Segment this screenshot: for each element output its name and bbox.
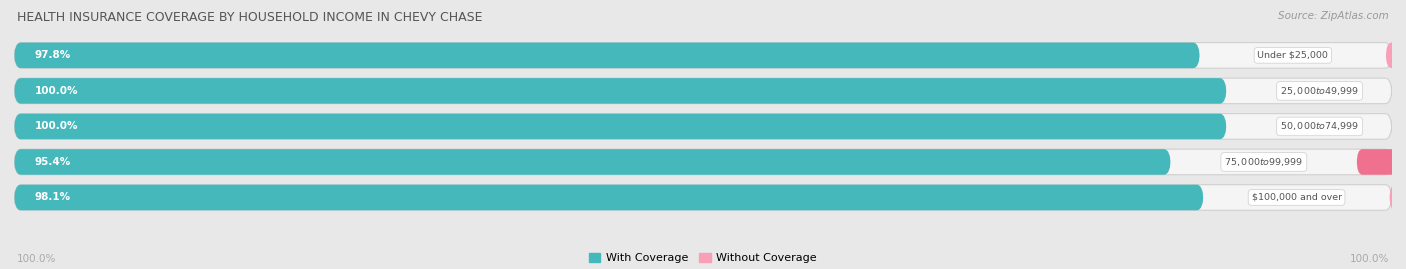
Text: $100,000 and over: $100,000 and over [1251,193,1341,202]
Text: 95.4%: 95.4% [35,157,70,167]
Text: 100.0%: 100.0% [1350,254,1389,264]
FancyBboxPatch shape [14,185,1204,210]
Text: $75,000 to $99,999: $75,000 to $99,999 [1225,156,1303,168]
FancyBboxPatch shape [14,114,1392,139]
Text: 100.0%: 100.0% [17,254,56,264]
Text: 98.1%: 98.1% [35,193,70,203]
FancyBboxPatch shape [14,114,1226,139]
Legend: With Coverage, Without Coverage: With Coverage, Without Coverage [585,248,821,268]
FancyBboxPatch shape [14,43,1392,68]
FancyBboxPatch shape [14,78,1392,104]
Text: $50,000 to $74,999: $50,000 to $74,999 [1279,121,1360,132]
Text: 100.0%: 100.0% [35,121,79,132]
FancyBboxPatch shape [14,185,1392,210]
Text: 97.8%: 97.8% [35,50,70,60]
Text: Under $25,000: Under $25,000 [1257,51,1329,60]
Text: Source: ZipAtlas.com: Source: ZipAtlas.com [1278,11,1389,21]
Text: 100.0%: 100.0% [35,86,79,96]
FancyBboxPatch shape [14,149,1392,175]
FancyBboxPatch shape [14,43,1199,68]
FancyBboxPatch shape [14,149,1171,175]
FancyBboxPatch shape [1386,43,1406,68]
FancyBboxPatch shape [1357,149,1406,175]
FancyBboxPatch shape [1389,185,1406,210]
FancyBboxPatch shape [14,78,1226,104]
Text: $25,000 to $49,999: $25,000 to $49,999 [1279,85,1360,97]
Text: HEALTH INSURANCE COVERAGE BY HOUSEHOLD INCOME IN CHEVY CHASE: HEALTH INSURANCE COVERAGE BY HOUSEHOLD I… [17,11,482,24]
